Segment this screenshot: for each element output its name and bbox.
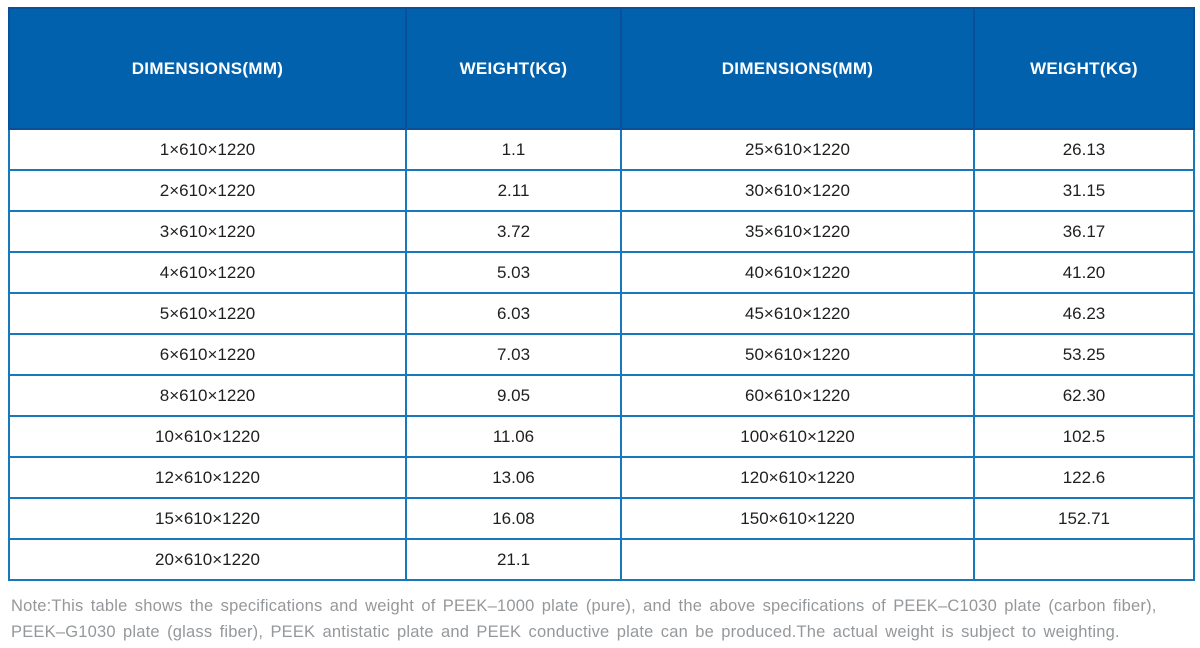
dimensions-cell: 5×610×1220 bbox=[8, 292, 407, 335]
table-row: 5×610×1220 6.03 45×610×1220 46.23 bbox=[8, 292, 1195, 335]
weight-cell: 7.03 bbox=[405, 333, 622, 376]
header-weight-left: WEIGHT(KG) bbox=[405, 7, 622, 130]
weight-cell: 16.08 bbox=[405, 497, 622, 540]
table-row: 6×610×1220 7.03 50×610×1220 53.25 bbox=[8, 333, 1195, 376]
weight-cell: 13.06 bbox=[405, 456, 622, 499]
dimensions-cell: 120×610×1220 bbox=[620, 456, 975, 499]
weight-cell: 2.11 bbox=[405, 169, 622, 212]
dimensions-cell: 2×610×1220 bbox=[8, 169, 407, 212]
weight-cell: 9.05 bbox=[405, 374, 622, 417]
header-dimensions-left: DIMENSIONS(MM) bbox=[8, 7, 407, 130]
dimensions-cell: 150×610×1220 bbox=[620, 497, 975, 540]
table-row: 10×610×1220 11.06 100×610×1220 102.5 bbox=[8, 415, 1195, 458]
dimensions-cell: 30×610×1220 bbox=[620, 169, 975, 212]
header-dimensions-right: DIMENSIONS(MM) bbox=[620, 7, 975, 130]
weight-cell: 1.1 bbox=[405, 128, 622, 171]
weight-cell bbox=[973, 538, 1195, 581]
weight-cell: 11.06 bbox=[405, 415, 622, 458]
dimensions-cell: 10×610×1220 bbox=[8, 415, 407, 458]
dimensions-cell: 1×610×1220 bbox=[8, 128, 407, 171]
dimensions-cell: 3×610×1220 bbox=[8, 210, 407, 253]
note-line-2: PEEK–G1030 plate (glass fiber), PEEK ant… bbox=[11, 623, 1120, 641]
table-row: 2×610×1220 2.11 30×610×1220 31.15 bbox=[8, 169, 1195, 212]
weight-cell: 36.17 bbox=[973, 210, 1195, 253]
dimensions-cell: 35×610×1220 bbox=[620, 210, 975, 253]
weight-cell: 21.1 bbox=[405, 538, 622, 581]
weight-cell: 41.20 bbox=[973, 251, 1195, 294]
weight-cell: 152.71 bbox=[973, 497, 1195, 540]
header-weight-right: WEIGHT(KG) bbox=[973, 7, 1195, 130]
dimensions-cell: 100×610×1220 bbox=[620, 415, 975, 458]
weight-cell: 62.30 bbox=[973, 374, 1195, 417]
note-line-1: Note:This table shows the specifications… bbox=[11, 597, 1157, 615]
weight-cell: 53.25 bbox=[973, 333, 1195, 376]
dimensions-cell: 50×610×1220 bbox=[620, 333, 975, 376]
dimensions-cell: 6×610×1220 bbox=[8, 333, 407, 376]
dimensions-cell: 40×610×1220 bbox=[620, 251, 975, 294]
weight-cell: 46.23 bbox=[973, 292, 1195, 335]
weight-cell: 6.03 bbox=[405, 292, 622, 335]
dimensions-cell: 15×610×1220 bbox=[8, 497, 407, 540]
dimensions-cell: 20×610×1220 bbox=[8, 538, 407, 581]
note: Note:This table shows the specifications… bbox=[8, 593, 1193, 645]
table-row: 3×610×1220 3.72 35×610×1220 36.17 bbox=[8, 210, 1195, 253]
dimensions-cell: 60×610×1220 bbox=[620, 374, 975, 417]
table-row: 12×610×1220 13.06 120×610×1220 122.6 bbox=[8, 456, 1195, 499]
table-row: 1×610×1220 1.1 25×610×1220 26.13 bbox=[8, 128, 1195, 171]
dimensions-cell: 8×610×1220 bbox=[8, 374, 407, 417]
weight-cell: 3.72 bbox=[405, 210, 622, 253]
weight-cell: 102.5 bbox=[973, 415, 1195, 458]
spec-table: DIMENSIONS(MM) WEIGHT(KG) DIMENSIONS(MM)… bbox=[8, 7, 1195, 581]
weight-cell: 26.13 bbox=[973, 128, 1195, 171]
weight-cell: 5.03 bbox=[405, 251, 622, 294]
header-row: DIMENSIONS(MM) WEIGHT(KG) DIMENSIONS(MM)… bbox=[8, 7, 1195, 130]
weight-cell: 31.15 bbox=[973, 169, 1195, 212]
table-row: 4×610×1220 5.03 40×610×1220 41.20 bbox=[8, 251, 1195, 294]
table-row: 20×610×1220 21.1 bbox=[8, 538, 1195, 581]
dimensions-cell: 25×610×1220 bbox=[620, 128, 975, 171]
dimensions-cell: 45×610×1220 bbox=[620, 292, 975, 335]
dimensions-cell: 4×610×1220 bbox=[8, 251, 407, 294]
table-body: 1×610×1220 1.1 25×610×1220 26.13 2×610×1220 2… bbox=[8, 128, 1195, 581]
dimensions-cell: 12×610×1220 bbox=[8, 456, 407, 499]
table-row: 8×610×1220 9.05 60×610×1220 62.30 bbox=[8, 374, 1195, 417]
dimensions-cell bbox=[620, 538, 975, 581]
weight-cell: 122.6 bbox=[973, 456, 1195, 499]
table-row: 15×610×1220 16.08 150×610×1220 152.71 bbox=[8, 497, 1195, 540]
